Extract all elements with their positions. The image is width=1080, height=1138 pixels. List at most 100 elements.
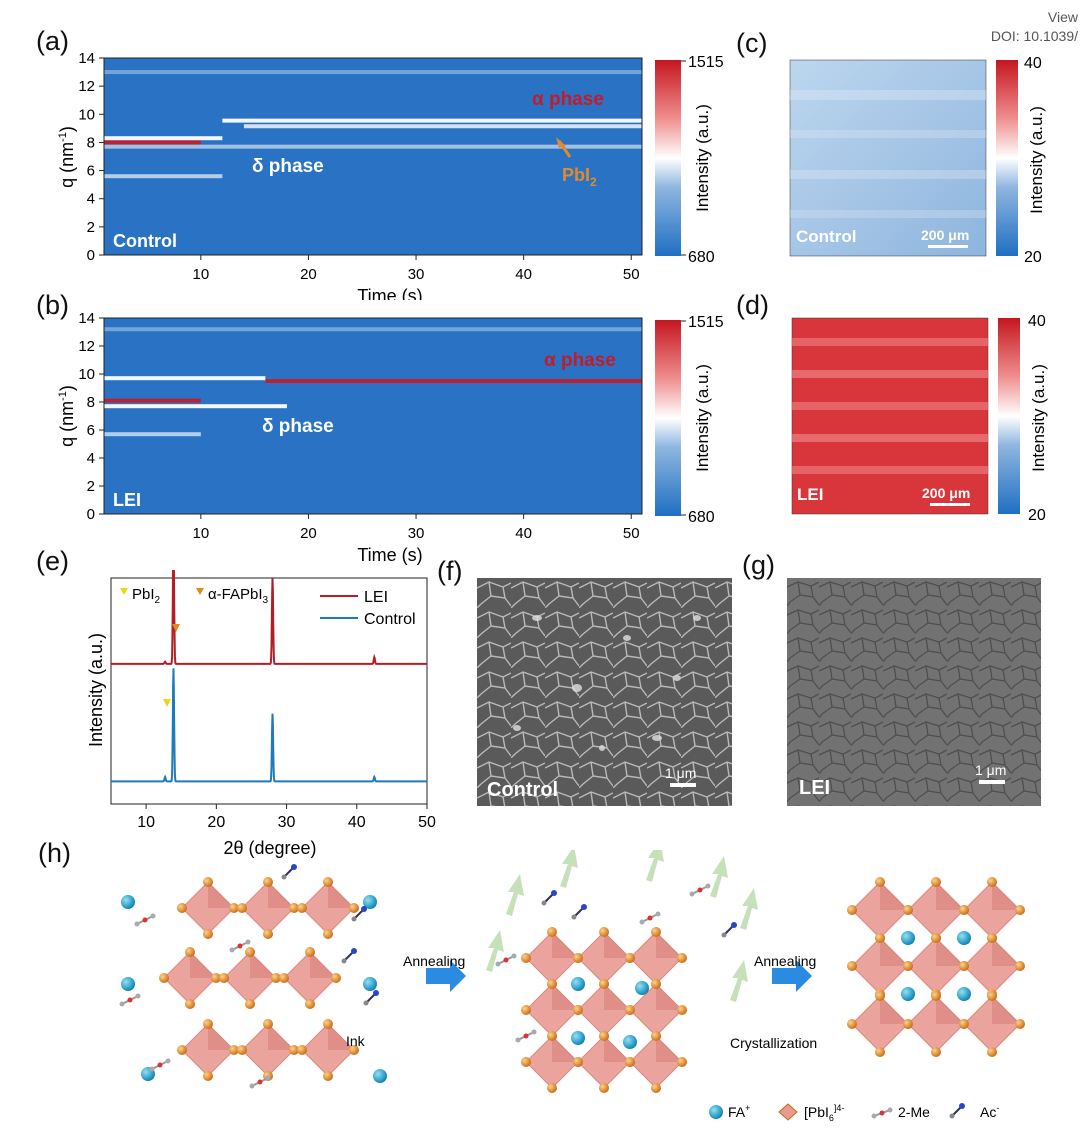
- xrd-xtick-label-3: 40: [348, 814, 366, 831]
- sem-f-scalebar: [670, 783, 696, 787]
- map-c-scale-label: 200 μm: [921, 227, 969, 243]
- fa-cation-crystal-2: [901, 987, 915, 1001]
- colorbar-c-min: 20: [1024, 249, 1042, 266]
- doi-link[interactable]: View DOI: 10.1039/: [991, 8, 1078, 46]
- heatmap-a-bg: [104, 58, 642, 255]
- pbi2-legend-text: PbI2: [132, 586, 161, 606]
- band-6: [104, 70, 642, 75]
- fa-cation-ink-3: [363, 977, 377, 991]
- me-legend-icon: [871, 1107, 893, 1119]
- octahedron-ink-2: [297, 877, 359, 939]
- heatmap-a-pbi2-label: PbI2: [562, 165, 597, 189]
- sem-image-g: LEI 1 μm: [787, 578, 1041, 806]
- octahedron-crystal-6: [847, 991, 913, 1057]
- heatmap-a-yticks: 0 2 4 6 8 10 12 14: [78, 50, 104, 264]
- octahedron-ink-6: [177, 1019, 239, 1081]
- ytick-label-5: 10: [78, 366, 95, 383]
- xtick-label-3: 40: [515, 266, 532, 283]
- fa-cation-ink-5: [373, 1069, 387, 1083]
- legend-lei-label: LEI: [364, 589, 388, 606]
- fa-legend-icon: [709, 1105, 723, 1119]
- ytick-label-2: 4: [87, 191, 95, 208]
- crystal-stage: [847, 877, 1025, 1057]
- fa-cation-ink-2: [121, 977, 135, 991]
- xrd-line-control: [111, 668, 427, 783]
- panel-label-c: (c): [736, 28, 768, 58]
- pbi6-legend-label: [PbI6]4-: [804, 1103, 844, 1123]
- fa-cation-mid-2: [571, 1031, 585, 1045]
- octahedron-ink-0: [177, 877, 239, 939]
- ytick-label-1: 2: [87, 478, 95, 495]
- heatmap-b-ylabel: q (nm-1): [57, 385, 77, 447]
- xrd-xtick-label-0: 10: [137, 814, 155, 831]
- xtick-label-4: 50: [623, 266, 640, 283]
- map-c-image: [789, 59, 987, 257]
- heatmap-b-bands: [104, 327, 642, 437]
- fa-cation-mid-1: [635, 981, 649, 995]
- heatmap-a-bands: [104, 70, 643, 179]
- molecule-ink-7: [341, 948, 357, 964]
- fa-cation-ink-1: [363, 895, 377, 909]
- heatmap-b-xticks: 10 20 30 40 50: [192, 514, 640, 542]
- heatmap-a: 10 20 30 40 50 0 2 4 6 8 10 12 14 Time (s) q (nm-1)…: [57, 50, 724, 300]
- release-arrow-6: [730, 960, 748, 1002]
- ytick-label-0: 0: [87, 506, 95, 523]
- molecule-mid-1: [571, 904, 587, 920]
- band-2: [222, 118, 643, 123]
- ytick-label-3: 6: [87, 163, 95, 180]
- colorbar-b-min: 680: [688, 509, 715, 526]
- heatmap-b-alpha-label: α phase: [544, 350, 616, 371]
- band-5: [104, 327, 642, 332]
- view-link[interactable]: View: [1047, 9, 1078, 25]
- band-1: [104, 136, 223, 141]
- heatmap-b-xlabel: Time (s): [357, 545, 422, 565]
- octahedron-crystal-3: [847, 933, 913, 999]
- fa-cation-crystal-0: [901, 931, 915, 945]
- heatmap-b-yticks: 0 2 4 6 8 10 12 14: [78, 310, 104, 523]
- molecule-ink-4: [149, 1058, 171, 1072]
- xrd-series: [111, 570, 427, 783]
- panel-label-a: (a): [36, 26, 69, 56]
- ytick-label-4: 8: [87, 134, 95, 151]
- xrd-xticks: 10 20 30 40 50: [137, 804, 436, 831]
- molecule-mid-6: [515, 1029, 537, 1043]
- octahedron-crystal-8: [959, 991, 1025, 1057]
- band-3: [104, 404, 287, 409]
- ytick-label-2: 4: [87, 450, 95, 467]
- map-c-sample-label: Control: [796, 227, 856, 246]
- doi-text: DOI: 10.1039/: [990, 28, 1078, 44]
- ytick-label-7: 14: [78, 50, 95, 67]
- sem-image-f: Control 1 μm: [477, 578, 732, 806]
- map-d-scale-label: 200 μm: [922, 485, 970, 501]
- octahedron-crystal-5: [959, 933, 1025, 999]
- octahedron-crystal-2: [959, 877, 1025, 943]
- sem-g-sample-label: LEI: [799, 777, 830, 799]
- ytick-label-6: 12: [78, 338, 95, 355]
- release-arrow-5: [486, 930, 504, 972]
- colorbar-d-label: Intensity (a.u.): [1029, 364, 1048, 472]
- molecule-mid-2: [639, 911, 661, 925]
- release-arrow-4: [740, 888, 758, 930]
- xtick-label-4: 50: [623, 525, 640, 542]
- band-2: [104, 398, 201, 403]
- octahedron-ink-5: [279, 947, 341, 1009]
- xtick-label-2: 30: [408, 525, 425, 542]
- pbi2-marker-legend: [120, 588, 128, 595]
- fa-cation-crystal-1: [957, 931, 971, 945]
- pbi6-legend-icon: [778, 1103, 798, 1121]
- heatmap-a-sample-label: Control: [113, 231, 177, 251]
- molecule-mid-5: [541, 890, 557, 906]
- octahedron-mid-2: [625, 927, 687, 989]
- sem-f-scale-label: 1 μm: [665, 765, 696, 781]
- heatmap-a-xticks: 10 20 30 40 50: [192, 255, 640, 283]
- pbi2-peak-marker: [163, 699, 171, 707]
- ytick-label-1: 2: [87, 219, 95, 236]
- colorbar-a: [655, 60, 681, 256]
- band-5: [104, 174, 223, 179]
- annealing-label-2: Annealing: [754, 953, 816, 969]
- release-arrow-2: [646, 850, 664, 882]
- colorbar-c: [996, 60, 1018, 256]
- heatmap-a-ylabel: q (nm-1): [57, 126, 77, 188]
- molecule-ink-2: [119, 993, 141, 1007]
- band-1: [104, 376, 266, 381]
